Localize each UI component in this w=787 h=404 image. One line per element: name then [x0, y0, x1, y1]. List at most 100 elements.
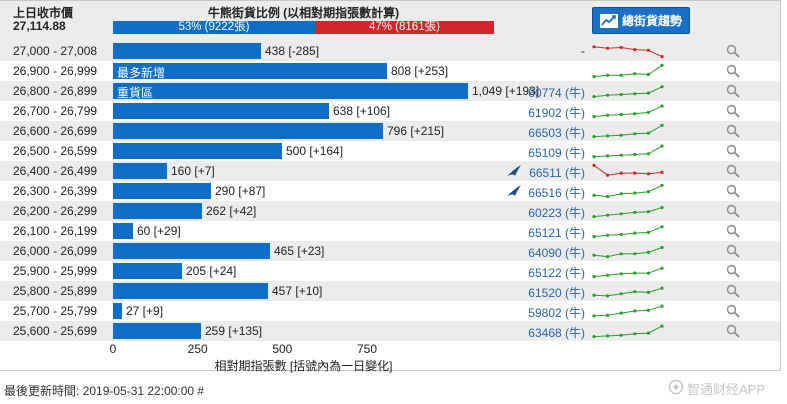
search-icon[interactable] — [726, 284, 740, 301]
cbbc-code-link[interactable]: 66511 (牛) — [529, 166, 585, 180]
table-row: 26,800 - 26,899 重貨區 1,049 [+193] 60774 (牛) — [0, 81, 780, 101]
search-icon[interactable] — [726, 164, 740, 181]
total-trend-button[interactable]: 總街貨趨勢 — [592, 7, 690, 34]
cbbc-code-link[interactable]: 64090 (牛) — [528, 246, 585, 260]
search-icon[interactable] — [726, 264, 740, 281]
search-icon[interactable] — [726, 124, 740, 141]
sparkline-point — [633, 252, 637, 256]
quantity-bar[interactable] — [113, 143, 282, 159]
search-icon[interactable] — [726, 224, 740, 241]
sparkline-point — [592, 193, 596, 197]
quantity-bar[interactable] — [113, 263, 182, 279]
search-icon[interactable] — [726, 84, 740, 101]
sparkline-line — [593, 207, 663, 218]
quantity-bar[interactable] — [113, 203, 202, 219]
search-icon[interactable] — [726, 324, 740, 341]
quantity-bar[interactable] — [113, 123, 383, 139]
search-icon[interactable] — [726, 104, 740, 121]
sparkline-point — [619, 153, 623, 157]
sparkline-point — [660, 205, 664, 210]
table-row: 26,500 - 26,599 500 [+164] 65109 (牛) — [0, 141, 780, 161]
quantity-bar[interactable] — [113, 283, 268, 299]
quantity-bar[interactable] — [113, 223, 133, 239]
bar-value-label: 438 [-285] — [265, 44, 320, 58]
table-row: 27,000 - 27,008 438 [-285] - — [0, 41, 780, 61]
quantity-bar[interactable]: 重貨區 — [113, 83, 468, 100]
sparkline — [592, 45, 664, 59]
cbbc-code-link[interactable]: 63468 (牛) — [528, 326, 585, 340]
price-range: 26,000 - 26,099 — [13, 244, 98, 258]
quantity-bar[interactable] — [113, 163, 167, 179]
table-row: 25,700 - 25,799 27 [+9] 59802 (牛) — [0, 301, 780, 321]
sparkline-point — [646, 290, 650, 294]
sparkline-point — [660, 286, 664, 290]
search-icon[interactable] — [726, 304, 740, 321]
sparkline — [592, 266, 664, 279]
quantity-bar[interactable] — [113, 183, 211, 199]
bar-value-label: 500 [+164] — [286, 144, 344, 158]
prev-close-value: 27,114.88 — [13, 19, 66, 33]
sparkline-point — [646, 250, 650, 254]
cbbc-code-link[interactable]: 65121 (牛) — [528, 226, 585, 240]
watermark: 智通财经APP — [668, 379, 765, 398]
quantity-bar[interactable] — [113, 303, 122, 319]
sparkline-point — [619, 212, 623, 216]
cbbc-code-link[interactable]: 61902 (牛) — [528, 106, 585, 120]
cbbc-code-link[interactable]: 59802 (牛) — [528, 306, 585, 320]
bear-ratio-segment: 47% (8161張) — [314, 21, 494, 34]
sparkline-point — [633, 210, 637, 214]
sparkline-point — [592, 275, 596, 279]
quantity-bar[interactable] — [113, 323, 201, 339]
quantity-bar[interactable] — [113, 43, 261, 59]
quantity-bar[interactable]: 最多新增 — [113, 63, 387, 80]
sparkline-point — [619, 333, 623, 337]
axis-tick-label: 500 — [272, 342, 293, 356]
sparkline-point — [646, 72, 650, 77]
sparkline-point — [660, 266, 664, 270]
sparkline-line — [593, 124, 663, 138]
sparkline-point — [606, 213, 610, 217]
search-icon[interactable] — [726, 44, 740, 61]
search-icon[interactable] — [726, 244, 740, 261]
cbbc-code-link[interactable]: 60774 (牛) — [528, 86, 585, 100]
search-icon[interactable] — [726, 204, 740, 221]
search-icon[interactable] — [726, 144, 740, 161]
sparkline-point — [606, 173, 610, 177]
table-row: 25,800 - 25,899 457 [+10] 61520 (牛) — [0, 281, 780, 301]
table-row: 25,600 - 25,699 259 [+135] 63468 (牛) — [0, 321, 780, 341]
bar-value-label: 290 [+87] — [215, 184, 266, 198]
price-range: 26,300 - 26,399 — [13, 184, 98, 198]
sparkline-point — [606, 93, 610, 97]
last-updated: 最後更新時間: 2019-05-31 22:00:00 # — [4, 384, 205, 398]
sparkline-line — [593, 267, 663, 278]
sparkline-point — [592, 95, 596, 99]
sparkline-line — [593, 287, 663, 297]
sparkline-point — [619, 92, 623, 97]
cbbc-code-link[interactable]: 65109 (牛) — [528, 146, 585, 160]
sparkline-point — [660, 183, 664, 187]
table-row: 26,400 - 26,499 160 [+7] 66511 (牛) — [0, 161, 780, 181]
cbbc-code-link[interactable]: 61520 (牛) — [528, 286, 585, 300]
sparkline-point — [606, 313, 610, 317]
sparkline-point — [606, 73, 610, 77]
sparkline-point — [660, 225, 664, 229]
sparkline-point — [619, 311, 623, 315]
sparkline-line — [593, 164, 663, 176]
cbbc-code-link[interactable]: 60223 (牛) — [528, 206, 585, 220]
sparkline-point — [660, 170, 664, 174]
quantity-bar[interactable] — [113, 103, 329, 119]
search-icon[interactable] — [726, 184, 740, 201]
sparkline-point — [633, 132, 637, 136]
sparkline — [592, 104, 664, 119]
cbbc-code-link[interactable]: 66516 (牛) — [528, 186, 585, 200]
cbbc-code-link[interactable]: 65122 (牛) — [528, 266, 585, 280]
sparkline-point — [592, 314, 596, 318]
sparkline-point — [606, 195, 610, 199]
distribution-table: 27,000 - 27,008 438 [-285] - 26,900 - 26,99… — [0, 41, 780, 341]
sparkline-point — [633, 309, 637, 313]
search-icon[interactable] — [726, 64, 740, 81]
bar-value-label: 1,049 [+193] — [472, 84, 540, 98]
cbbc-code-link[interactable]: 66503 (牛) — [528, 126, 585, 140]
quantity-bar[interactable] — [113, 243, 270, 259]
sparkline-line — [593, 105, 663, 118]
